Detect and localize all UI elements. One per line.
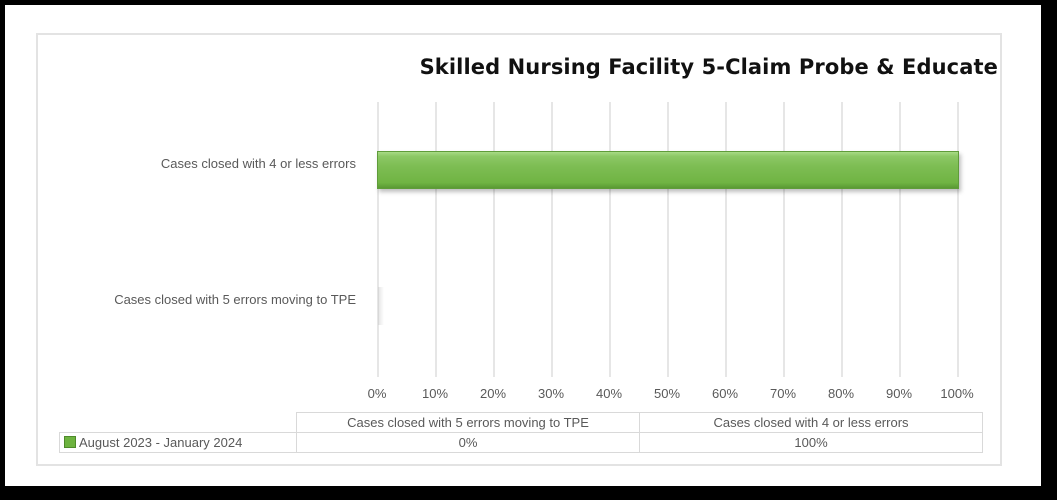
x-tick: 90% bbox=[885, 386, 913, 401]
data-table-header-cell: Cases closed with 4 or less errors bbox=[639, 412, 983, 433]
data-table-row: August 2023 - January 2024 0% 100% bbox=[59, 432, 983, 453]
data-table-value-cell: 0% bbox=[296, 432, 640, 453]
x-tick: 30% bbox=[537, 386, 565, 401]
gridline bbox=[551, 102, 553, 377]
category-label-4-or-less: Cases closed with 4 or less errors bbox=[160, 156, 356, 171]
x-tick: 40% bbox=[595, 386, 623, 401]
data-table-header-cell: Cases closed with 5 errors moving to TPE bbox=[296, 412, 640, 433]
page-background: Skilled Nursing Facility 5-Claim Probe &… bbox=[5, 5, 1041, 486]
data-table-series-cell: August 2023 - January 2024 bbox=[59, 432, 297, 453]
legend-key-icon bbox=[64, 436, 76, 448]
gridline bbox=[899, 102, 901, 377]
series-name: August 2023 - January 2024 bbox=[79, 435, 243, 450]
data-table: Cases closed with 5 errors moving to TPE… bbox=[59, 412, 983, 453]
gridline bbox=[377, 102, 379, 377]
gridline bbox=[435, 102, 437, 377]
x-tick: 50% bbox=[653, 386, 681, 401]
category-label-5-errors: Cases closed with 5 errors moving to TPE bbox=[114, 292, 356, 307]
data-table-header-row: Cases closed with 5 errors moving to TPE… bbox=[59, 412, 983, 433]
x-tick: 20% bbox=[479, 386, 507, 401]
x-tick: 60% bbox=[711, 386, 739, 401]
data-table-corner bbox=[59, 412, 297, 433]
x-tick: 100% bbox=[940, 386, 974, 401]
gridline bbox=[667, 102, 669, 377]
x-tick: 0% bbox=[367, 386, 387, 401]
gridline bbox=[957, 102, 959, 377]
bar-5-errors-zero[interactable] bbox=[378, 287, 384, 325]
x-tick: 10% bbox=[421, 386, 449, 401]
gridline bbox=[493, 102, 495, 377]
chart-container: Skilled Nursing Facility 5-Claim Probe &… bbox=[36, 33, 1002, 466]
x-tick: 70% bbox=[769, 386, 797, 401]
x-tick: 80% bbox=[827, 386, 855, 401]
data-table-value-cell: 100% bbox=[639, 432, 983, 453]
plot-area bbox=[377, 102, 959, 377]
chart-title: Skilled Nursing Facility 5-Claim Probe &… bbox=[419, 55, 998, 79]
bar-4-or-less-errors[interactable] bbox=[377, 151, 959, 189]
gridline bbox=[725, 102, 727, 377]
gridline bbox=[783, 102, 785, 377]
gridline bbox=[841, 102, 843, 377]
gridline bbox=[609, 102, 611, 377]
